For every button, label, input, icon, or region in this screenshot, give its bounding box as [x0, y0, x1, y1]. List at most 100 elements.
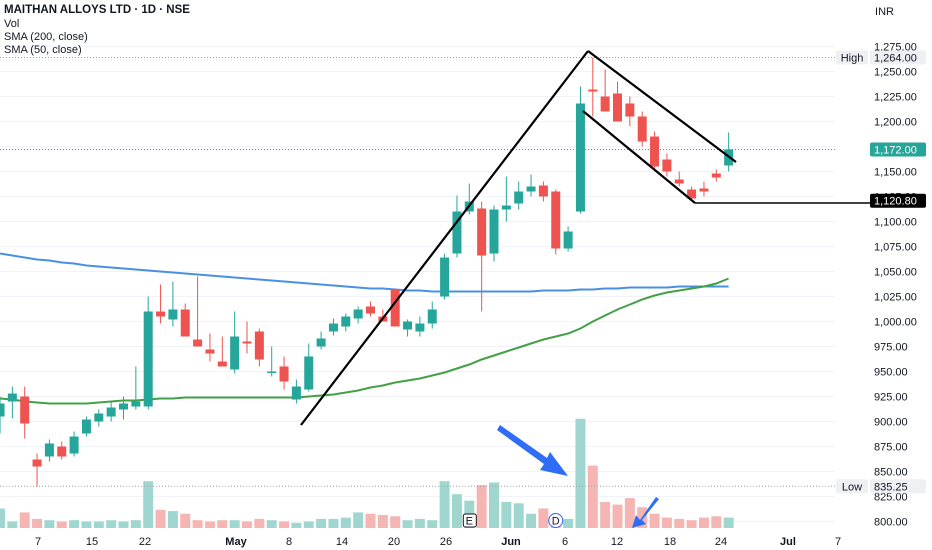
x-tick-label: 15	[86, 536, 98, 548]
volume-bar	[563, 518, 574, 528]
volume-bar	[19, 512, 30, 528]
candle-body	[600, 96, 610, 112]
candle-body	[180, 309, 190, 337]
candle-body	[143, 311, 153, 407]
y-tick-label: 875.00	[874, 442, 908, 454]
volume-bar	[451, 494, 462, 528]
last-price-tag-box	[870, 142, 926, 157]
candle-body	[230, 336, 240, 370]
volume-badge-label: E	[466, 516, 473, 528]
candle-body	[341, 316, 351, 327]
high-tag-value: 1,264.00	[874, 53, 917, 65]
chart-title: MAITHAN ALLOYS LTD · 1D · NSE	[4, 4, 190, 16]
volume-bar	[661, 517, 672, 528]
candle-body	[254, 331, 264, 360]
x-tick-label: 14	[336, 536, 348, 548]
x-tick-label: 24	[715, 536, 727, 548]
volume-bar	[266, 520, 277, 528]
candle-body	[538, 185, 548, 197]
volume-bar	[106, 520, 117, 528]
y-tick-label: 1,200.00	[874, 117, 917, 129]
candle-body	[156, 311, 166, 317]
volume-bar	[81, 521, 92, 528]
volume-bar	[698, 517, 709, 528]
candle-body	[501, 205, 511, 210]
candle-body	[131, 401, 141, 407]
volume-badge-label: D	[552, 516, 560, 528]
high-tag-label-box	[836, 50, 868, 65]
volume-bar	[192, 520, 203, 528]
volume-bar	[303, 521, 314, 528]
flagpole-trendline	[300, 50, 589, 426]
candle-body	[625, 103, 635, 117]
x-tick-label: 6	[562, 536, 568, 548]
x-tick-label: 8	[286, 536, 292, 548]
last-price-tag-value: 1,172.00	[874, 145, 917, 157]
volume-bar	[587, 465, 598, 528]
candle-body	[390, 289, 400, 327]
volume-bar	[118, 521, 129, 528]
y-tick-label: 1,075.00	[874, 242, 917, 254]
volume-bar	[0, 508, 5, 528]
volume-bar	[575, 418, 586, 528]
candle-body	[291, 386, 301, 400]
x-tick-label: May	[225, 536, 247, 548]
volume-bar	[130, 520, 141, 528]
volume-bar	[316, 518, 327, 528]
candle-body	[328, 323, 338, 332]
flag-lower-trendline	[582, 110, 696, 204]
volume-bar	[711, 516, 722, 528]
candle-body	[44, 443, 54, 457]
candle-body	[687, 189, 697, 199]
candle-body	[94, 413, 104, 422]
candle-body	[304, 356, 314, 390]
volume-bar	[538, 508, 549, 528]
volume-legend: Vol	[4, 18, 20, 30]
y-tick-label: 1,100.00	[874, 217, 917, 229]
candle-body	[217, 361, 227, 367]
candle-body	[106, 407, 116, 417]
candle-body	[575, 103, 585, 212]
candle-body	[69, 436, 79, 454]
candle-body	[427, 309, 437, 324]
candle-body	[415, 323, 425, 332]
volume-bar	[242, 521, 252, 528]
volume-bar	[649, 513, 660, 528]
y-tick-label: 1,025.00	[874, 292, 917, 304]
volume-bar	[513, 503, 524, 528]
candle-body	[279, 366, 289, 382]
candle-body	[440, 257, 450, 297]
candle-body	[674, 179, 684, 184]
flag-upper-trendline	[587, 50, 737, 163]
candle-body	[711, 173, 721, 178]
volume-bar	[674, 518, 685, 528]
candle-body	[193, 339, 203, 347]
sma200-line	[0, 252, 729, 293]
y-tick-label: 975.00	[874, 342, 908, 354]
high-tag-label: High	[841, 53, 864, 65]
candle-body	[403, 321, 413, 330]
candle-body	[477, 208, 487, 256]
y-tick-label: 850.00	[874, 467, 908, 479]
sma200-legend: SMA (200, close)	[4, 31, 88, 43]
y-tick-label: 1,000.00	[874, 317, 917, 329]
candle-body	[57, 446, 67, 457]
candle-body	[267, 371, 277, 373]
candle-body	[514, 191, 524, 204]
y-tick-label: 900.00	[874, 417, 908, 429]
support-tag-box	[870, 193, 926, 208]
candle-body	[20, 396, 30, 424]
candle-body	[526, 186, 536, 192]
candle-body	[637, 116, 647, 142]
candle-body	[489, 209, 499, 254]
volume-bar	[204, 521, 215, 528]
volume-bar	[402, 520, 413, 528]
volume-arrow	[497, 425, 568, 476]
x-tick-label: 12	[611, 536, 623, 548]
volume-bar	[489, 482, 499, 528]
low-tag-label: Low	[842, 481, 862, 493]
candle-body	[119, 403, 128, 410]
volume-bar	[254, 518, 265, 528]
y-tick-label: 800.00	[874, 517, 908, 529]
